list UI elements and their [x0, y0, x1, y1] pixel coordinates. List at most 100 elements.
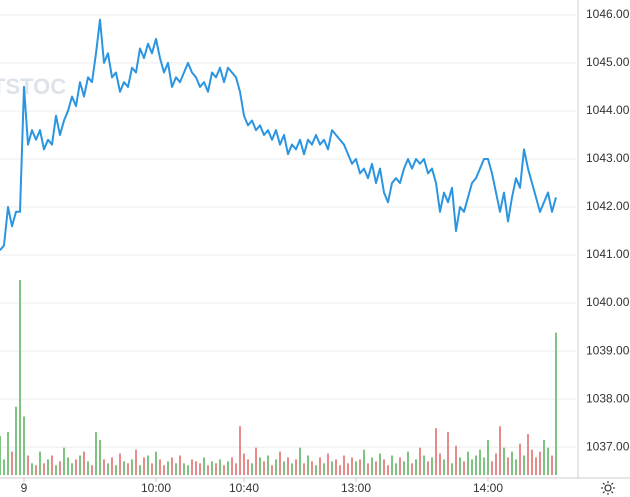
volume-bar: [375, 461, 377, 475]
volume-bar: [259, 457, 261, 475]
volume-bar: [195, 461, 197, 475]
volume-bar: [303, 463, 305, 475]
volume-bar: [131, 459, 133, 475]
volume-bar: [479, 449, 481, 475]
volume-bar: [167, 461, 169, 475]
volume-bar: [263, 461, 265, 475]
volume-bar: [43, 463, 45, 475]
volume-bar: [291, 463, 293, 475]
volume-bar: [31, 463, 33, 475]
volume-bar: [27, 455, 29, 475]
volume-bar: [187, 465, 189, 475]
volume-bar: [87, 461, 89, 475]
volume-bar: [487, 439, 489, 475]
volume-bar: [391, 455, 393, 475]
volume-bar: [239, 426, 241, 475]
volume-bar: [103, 459, 105, 475]
volume-bar: [55, 465, 57, 475]
volume-bar: [95, 432, 97, 475]
volume-bar: [431, 457, 433, 475]
volume-bar: [71, 463, 73, 475]
volume-bar: [15, 406, 17, 475]
watermark: TSTOC: [0, 74, 66, 99]
volume-bar: [451, 463, 453, 475]
volume-bar: [535, 457, 537, 475]
settings-icon[interactable]: [601, 481, 615, 495]
volume-bar: [443, 459, 445, 475]
volume-bar: [415, 459, 417, 475]
volume-bar: [471, 459, 473, 475]
volume-bar: [295, 459, 297, 475]
volume-bar: [339, 465, 341, 475]
volume-bar: [555, 332, 557, 475]
volume-bar: [527, 434, 529, 475]
volume-bar: [0, 436, 1, 475]
volume-bar: [511, 451, 513, 475]
volume-bar: [155, 451, 157, 475]
volume-bar: [79, 455, 81, 475]
y-tick-label: 1041.00: [586, 247, 630, 261]
x-tick-label: 9: [21, 481, 28, 495]
volume-bar: [379, 453, 381, 475]
volume-bar: [383, 459, 385, 475]
y-tick-label: 1040.00: [586, 295, 630, 309]
volume-bar: [523, 455, 525, 475]
volume-bar: [311, 461, 313, 475]
volume-bar: [359, 459, 361, 475]
volume-bar: [99, 439, 101, 475]
volume-bar: [75, 459, 77, 475]
volume-bar: [163, 465, 165, 475]
volume-bar: [335, 459, 337, 475]
x-tick-label: 10:40: [229, 481, 259, 495]
volume-bar: [123, 461, 125, 475]
volume-bar: [499, 426, 501, 475]
x-tick-label: 13:00: [341, 481, 371, 495]
volume-bar: [427, 461, 429, 475]
volume-bar: [287, 457, 289, 475]
volume-bar: [507, 457, 509, 475]
volume-bar: [227, 461, 229, 475]
volume-bar: [315, 465, 317, 475]
volume-bar: [119, 453, 121, 475]
volume-bar: [439, 453, 441, 475]
volume-bar: [39, 451, 41, 475]
volume-bar: [151, 463, 153, 475]
volume-bar: [127, 463, 129, 475]
volume-bar: [199, 463, 201, 475]
volume-bar: [147, 455, 149, 475]
volume-bar: [143, 457, 145, 475]
volume-bar: [331, 461, 333, 475]
volume-bar: [91, 465, 93, 475]
volume-bar: [255, 447, 257, 475]
volume-bar: [483, 457, 485, 475]
volume-bar: [7, 432, 9, 475]
volume-bar: [355, 461, 357, 475]
volume-bar: [139, 465, 141, 475]
volume-bar: [183, 463, 185, 475]
volume-bar: [503, 447, 505, 475]
volume-bar: [203, 457, 205, 475]
volume-bar: [283, 461, 285, 475]
volume-bar: [447, 432, 449, 475]
volume-bar: [423, 455, 425, 475]
volume-bar: [135, 449, 137, 475]
y-tick-label: 1042.00: [586, 199, 630, 213]
volume-bar: [211, 461, 213, 475]
volume-bar: [159, 459, 161, 475]
volume-bar: [219, 459, 221, 475]
volume-bar: [363, 449, 365, 475]
volume-bar: [491, 461, 493, 475]
volume-bar: [271, 465, 273, 475]
y-tick-label: 1046.00: [586, 7, 630, 21]
volume-bar: [411, 463, 413, 475]
volume-bar: [83, 451, 85, 475]
y-tick-label: 1044.00: [586, 103, 630, 117]
volume-bar: [395, 463, 397, 475]
volume-bar: [47, 459, 49, 475]
volume-bar: [547, 447, 549, 475]
volume-bar: [459, 457, 461, 475]
volume-bar: [35, 465, 37, 475]
volume-bar: [387, 465, 389, 475]
volume-bar: [419, 447, 421, 475]
volume-bar: [279, 451, 281, 475]
